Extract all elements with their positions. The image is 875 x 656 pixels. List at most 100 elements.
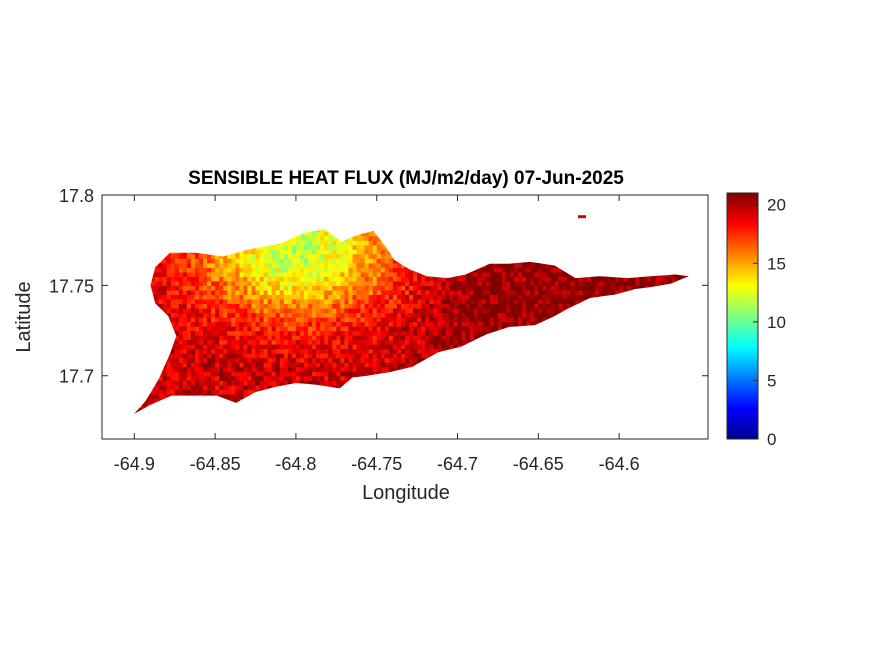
field-cell xyxy=(203,267,208,273)
field-cell xyxy=(275,326,281,332)
field-cell xyxy=(376,344,382,350)
field-cell xyxy=(275,375,281,381)
field-cell xyxy=(190,384,196,390)
field-cell xyxy=(259,289,265,295)
field-cell xyxy=(291,335,297,341)
field-cell xyxy=(421,353,426,359)
field-cell xyxy=(275,380,281,386)
field-cell xyxy=(336,294,341,300)
field-cell xyxy=(497,280,503,286)
field-cell xyxy=(186,267,192,273)
field-cell xyxy=(611,285,616,291)
field-cell xyxy=(554,276,560,282)
field-cell xyxy=(182,317,188,323)
field-cell xyxy=(340,321,345,327)
field-cell xyxy=(194,384,200,390)
field-cell xyxy=(259,271,265,277)
field-cell xyxy=(651,280,656,286)
field-cell xyxy=(332,362,337,368)
field-cell xyxy=(340,276,345,282)
field-cell xyxy=(461,285,467,291)
field-cell xyxy=(485,317,491,323)
field-cell xyxy=(469,321,475,327)
field-cell xyxy=(388,312,394,318)
field-cell xyxy=(409,335,414,341)
field-cell xyxy=(566,294,572,300)
field-cell xyxy=(251,262,257,268)
field-cell xyxy=(659,276,665,282)
field-cell xyxy=(150,280,156,286)
field-cell xyxy=(546,308,551,314)
field-cell xyxy=(449,330,454,336)
field-cell xyxy=(215,330,220,336)
field-cell xyxy=(493,262,499,268)
field-cell xyxy=(477,312,483,318)
field-cell xyxy=(518,271,523,277)
field-cell xyxy=(158,280,164,286)
field-cell xyxy=(227,339,232,345)
field-cell xyxy=(267,362,273,368)
field-cell xyxy=(162,380,168,386)
field-cell xyxy=(203,353,208,359)
field-cell xyxy=(211,308,216,314)
field-cell xyxy=(570,294,576,300)
field-cell xyxy=(344,285,349,291)
field-cell xyxy=(356,335,362,341)
field-cell xyxy=(356,303,362,309)
field-cell xyxy=(457,276,463,282)
field-cell xyxy=(502,271,507,277)
field-cell xyxy=(263,321,269,327)
field-cell xyxy=(457,312,463,318)
field-cell xyxy=(348,371,353,377)
field-cell xyxy=(449,276,454,282)
field-cell xyxy=(174,339,180,345)
field-cell xyxy=(223,258,228,264)
field-cell xyxy=(170,271,176,277)
field-cell xyxy=(360,353,366,359)
field-cell xyxy=(392,326,398,332)
field-cell xyxy=(251,330,257,336)
field-cell xyxy=(409,326,414,332)
field-cell xyxy=(170,321,176,327)
field-cell xyxy=(182,353,188,359)
field-cell xyxy=(300,289,305,295)
field-cell xyxy=(190,348,196,354)
field-cell xyxy=(493,317,499,323)
field-cell xyxy=(506,271,511,277)
field-cell xyxy=(611,289,616,295)
field-cell xyxy=(425,294,430,300)
field-cell xyxy=(287,312,293,318)
field-cell xyxy=(469,330,475,336)
field-cell xyxy=(227,289,232,295)
field-cell xyxy=(251,326,257,332)
field-cell xyxy=(380,321,386,327)
field-cell xyxy=(247,344,252,350)
field-cell xyxy=(251,389,257,395)
field-cell xyxy=(372,280,378,286)
field-cell xyxy=(481,280,487,286)
field-cell xyxy=(223,339,228,345)
field-cell xyxy=(344,267,349,273)
field-cell xyxy=(473,317,479,323)
field-cell xyxy=(199,276,204,282)
field-cell xyxy=(182,312,188,318)
field-cell xyxy=(223,380,228,386)
field-cell xyxy=(409,280,414,286)
field-cell xyxy=(384,357,390,363)
field-cell xyxy=(413,280,418,286)
field-cell xyxy=(348,362,353,368)
field-cell xyxy=(364,308,370,314)
field-cell xyxy=(413,294,418,300)
field-cell xyxy=(526,276,531,282)
field-cell xyxy=(235,308,240,314)
field-cell xyxy=(291,285,297,291)
field-cell xyxy=(376,298,382,304)
field-cell xyxy=(396,353,402,359)
field-cell xyxy=(308,289,313,295)
field-cell xyxy=(178,303,184,309)
field-cell xyxy=(392,317,398,323)
field-cell xyxy=(243,285,248,291)
field-cell xyxy=(207,366,212,372)
field-cell xyxy=(497,303,503,309)
field-cell xyxy=(417,344,422,350)
